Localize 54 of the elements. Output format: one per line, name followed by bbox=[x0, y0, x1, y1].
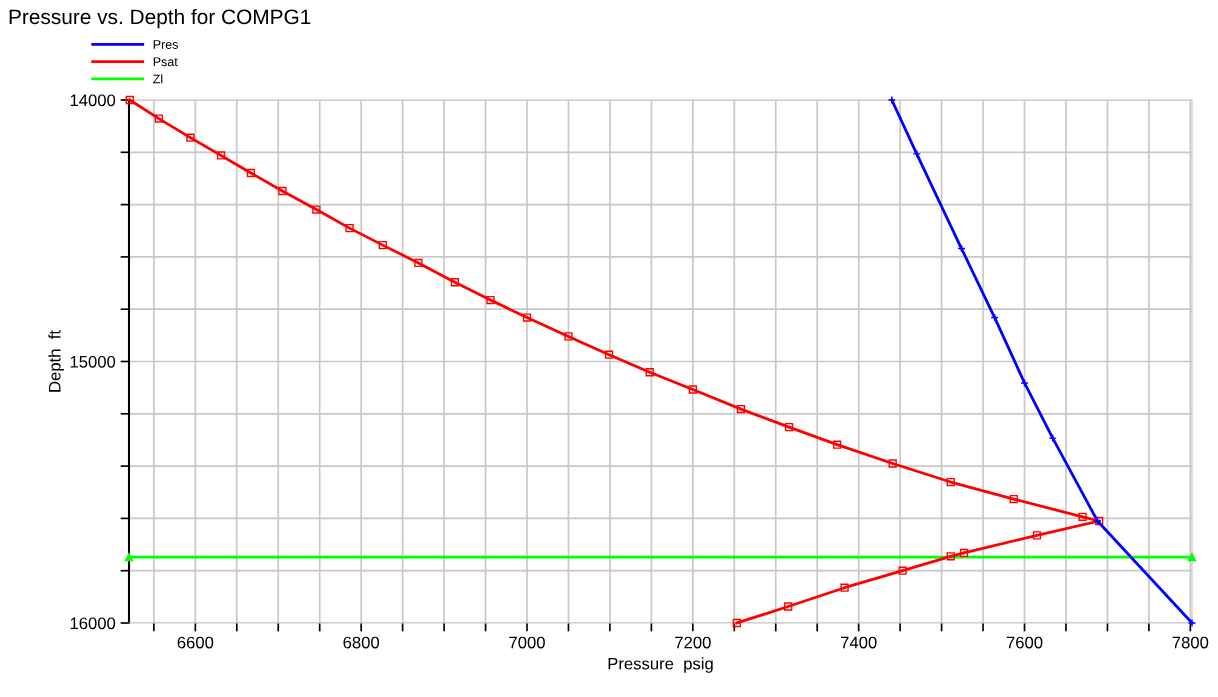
x-tick-label: 7400 bbox=[840, 636, 877, 649]
point bbox=[784, 602, 793, 611]
point bbox=[645, 368, 654, 377]
point bbox=[186, 133, 195, 142]
point bbox=[1187, 552, 1197, 562]
point bbox=[246, 168, 256, 178]
y-tick-label: 16000 bbox=[70, 617, 116, 630]
point bbox=[378, 240, 387, 250]
point bbox=[216, 151, 226, 160]
point bbox=[688, 385, 698, 394]
point bbox=[564, 332, 573, 341]
point bbox=[887, 95, 897, 105]
point bbox=[1020, 378, 1029, 388]
point bbox=[450, 278, 460, 287]
x-axis-title: Pressure psig bbox=[608, 657, 713, 673]
point bbox=[832, 440, 842, 449]
point bbox=[946, 552, 955, 561]
point bbox=[1032, 531, 1042, 540]
y-tick-label: 15000 bbox=[70, 355, 116, 368]
point bbox=[840, 583, 849, 592]
legend-label: Pres bbox=[153, 40, 178, 49]
point bbox=[784, 422, 794, 432]
x-tick-label: 6600 bbox=[177, 636, 214, 649]
point bbox=[1009, 494, 1018, 504]
x-tick-label: 7200 bbox=[675, 636, 711, 649]
point bbox=[124, 552, 134, 562]
point bbox=[912, 149, 921, 159]
point bbox=[604, 350, 614, 359]
legend-label: Psat bbox=[153, 57, 178, 67]
point bbox=[888, 459, 897, 468]
y-tick-label: 14000 bbox=[70, 94, 116, 107]
point bbox=[278, 186, 287, 196]
point bbox=[946, 477, 955, 487]
point bbox=[154, 114, 164, 123]
y-axis-title: Depth ft bbox=[48, 330, 64, 392]
legend-label: Zl bbox=[153, 74, 163, 84]
point bbox=[522, 313, 532, 322]
x-tick-label: 7000 bbox=[509, 636, 545, 649]
point bbox=[486, 295, 495, 305]
x-tick-label: 6800 bbox=[343, 636, 380, 649]
point bbox=[414, 258, 423, 268]
point bbox=[1078, 512, 1087, 521]
point bbox=[312, 205, 321, 214]
point bbox=[1048, 433, 1057, 443]
point bbox=[345, 223, 354, 233]
point bbox=[736, 404, 746, 414]
x-tick-label: 7600 bbox=[1006, 636, 1043, 649]
point bbox=[125, 95, 134, 105]
point bbox=[898, 566, 907, 575]
point bbox=[1187, 618, 1197, 628]
x-tick-label: 7800 bbox=[1172, 636, 1209, 649]
chart-title: Pressure vs. Depth for COMPG1 bbox=[9, 8, 311, 29]
point bbox=[732, 618, 741, 628]
point bbox=[959, 548, 969, 558]
